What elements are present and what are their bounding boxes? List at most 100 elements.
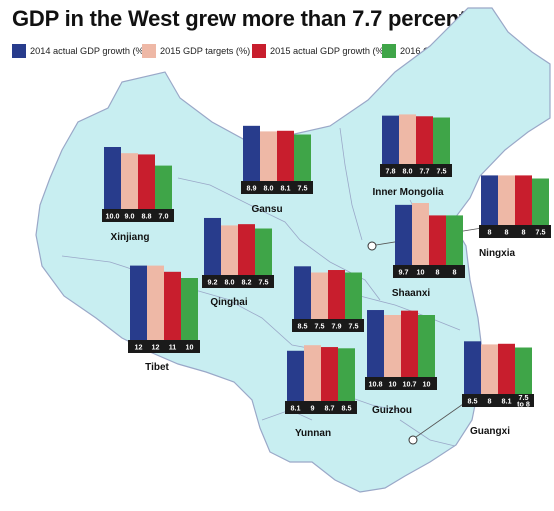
bar-yunnan-2015-actual bbox=[321, 347, 338, 403]
value-label-yunnan-2016-target: 8.5 bbox=[342, 404, 352, 413]
legend-swatch-2015-targets bbox=[142, 44, 156, 58]
bar-group-shaanxi: 9.7 10 8 8 Shaanxi bbox=[392, 203, 465, 299]
bar-shaanxi-2015-target bbox=[412, 203, 429, 267]
value-label-inner-mongolia-2015-target: 8.0 bbox=[403, 167, 413, 176]
ningxia-marker bbox=[367, 241, 377, 251]
value-label-yunnan-2014-actual: 8.1 bbox=[291, 404, 301, 413]
value-label-guangxi-2015-actual: 8.1 bbox=[502, 397, 512, 406]
legend-label-2015-targets: 2015 GDP targets (%) bbox=[160, 46, 251, 56]
value-label-qinghai-2014-actual: 9.2 bbox=[208, 278, 218, 287]
value-label-xinjiang-2016-target: 7.0 bbox=[159, 212, 169, 221]
value-label-sichuan-2015-actual: 7.9 bbox=[332, 322, 342, 331]
value-label-sichuan-2015-target: 7.5 bbox=[315, 322, 325, 331]
value-label-qinghai-2015-actual: 8.2 bbox=[242, 278, 252, 287]
bar-group-guizhou: 10.8 10 10.7 10 Guizhou bbox=[365, 310, 437, 416]
region-bar-groups: 10.0 9.0 8.8 7.0 Xinjiang 8.9 8.0 8.1 7.5 Gansu 7.… bbox=[102, 114, 551, 439]
bar-qinghai-2015-actual bbox=[238, 224, 255, 277]
value-band-ningxia bbox=[479, 225, 551, 238]
bar-qinghai-2016-target bbox=[255, 228, 272, 277]
bar-guangxi-2014-actual bbox=[464, 341, 481, 396]
value-band-qinghai bbox=[202, 275, 274, 288]
region-name-tibet: Tibet bbox=[145, 362, 169, 373]
value-label-guangxi-2015-target: 8 bbox=[488, 397, 492, 406]
bar-group-yunnan: 8.1 9 8.7 8.5 Yunnan bbox=[285, 345, 357, 439]
bar-group-ningxia: 8 8 8 7.5 Ningxia bbox=[479, 175, 551, 259]
bar-inner-mongolia-2015-target bbox=[399, 114, 416, 166]
bar-yunnan-2015-target bbox=[304, 345, 321, 403]
value-band-sichuan bbox=[292, 319, 364, 332]
value-label-inner-mongolia-2014-actual: 7.8 bbox=[386, 167, 396, 176]
region-name-xinjiang: Xinjiang bbox=[111, 232, 150, 243]
value-label-guizhou-2015-target: 10 bbox=[389, 380, 397, 389]
bar-sichuan-2014-actual bbox=[294, 266, 311, 321]
bar-gansu-2016-target bbox=[294, 134, 311, 183]
value-label-xinjiang-2014-actual: 10.0 bbox=[106, 212, 120, 221]
value-label-tibet-2015-target: 12 bbox=[152, 343, 160, 352]
value-label-sichuan-2016-target: 7.5 bbox=[349, 322, 359, 331]
value-label-qinghai-2015-target: 8.0 bbox=[225, 278, 235, 287]
value-label-gansu-2015-target: 8.0 bbox=[264, 184, 274, 193]
value-label-yunnan-2015-actual: 8.7 bbox=[325, 404, 335, 413]
value-label-shaanxi-2016-target: 8 bbox=[453, 268, 457, 277]
bar-gansu-2015-target bbox=[260, 131, 277, 183]
region-name-guangxi: Guangxi bbox=[470, 426, 510, 437]
bar-yunnan-2016-target bbox=[338, 348, 355, 403]
bar-guangxi-2016-target bbox=[515, 347, 532, 396]
bar-sichuan-2015-target bbox=[311, 272, 328, 321]
value-label-yunnan-2015-target: 9 bbox=[311, 404, 315, 413]
legend-item-2015-targets: 2015 GDP targets (%) bbox=[142, 44, 250, 58]
value-label-gansu-2016-target: 7.5 bbox=[298, 184, 308, 193]
value-band-guangxi bbox=[462, 394, 534, 407]
value-label-ningxia-2015-actual: 8 bbox=[522, 228, 526, 237]
legend-swatch-2014-actual bbox=[12, 44, 26, 58]
value-label-ningxia-2014-actual: 8 bbox=[488, 228, 492, 237]
value-band-tibet bbox=[128, 340, 200, 353]
region-name-gansu: Gansu bbox=[251, 204, 282, 215]
value-label-ningxia-2015-target: 8 bbox=[505, 228, 509, 237]
bar-group-qinghai: 9.2 8.0 8.2 7.5 Qinghai bbox=[202, 217, 274, 308]
bar-tibet-2015-actual bbox=[164, 271, 181, 342]
legend-item-2014-actual: 2014 actual GDP growth (%) bbox=[12, 44, 147, 58]
bar-group-guangxi: 8.5 8 8.1 7.5 to 8 Guangxi bbox=[462, 341, 534, 437]
value-label-tibet-2014-actual: 12 bbox=[135, 343, 143, 352]
region-name-ningxia: Ningxia bbox=[479, 248, 516, 259]
bar-tibet-2015-target bbox=[147, 265, 164, 342]
bar-tibet-2016-target bbox=[181, 278, 198, 342]
bar-sichuan-2016-target bbox=[345, 272, 362, 321]
value-label-gansu-2015-actual: 8.1 bbox=[281, 184, 291, 193]
region-name-qinghai: Qinghai bbox=[210, 297, 247, 308]
value-band-shaanxi bbox=[393, 265, 465, 278]
bar-gansu-2014-actual bbox=[243, 125, 260, 183]
value-label-sichuan-2014-actual: 8.5 bbox=[298, 322, 308, 331]
bar-guizhou-2015-target bbox=[384, 315, 401, 379]
bar-inner-mongolia-2014-actual bbox=[382, 115, 399, 166]
bar-xinjiang-2015-target bbox=[121, 153, 138, 211]
value-label-guizhou-2016-target: 10 bbox=[423, 380, 431, 389]
bar-shaanxi-2014-actual bbox=[395, 204, 412, 267]
bar-gansu-2015-actual bbox=[277, 130, 294, 183]
value-label-ningxia-2016-target: 7.5 bbox=[536, 228, 546, 237]
legend-label-2014-actual: 2014 actual GDP growth (%) bbox=[30, 46, 147, 56]
bar-tibet-2014-actual bbox=[130, 265, 147, 342]
bar-guizhou-2014-actual bbox=[367, 310, 384, 379]
value-label-qinghai-2016-target: 7.5 bbox=[259, 278, 269, 287]
value-label-shaanxi-2014-actual: 9.7 bbox=[399, 268, 409, 277]
region-name-guizhou: Guizhou bbox=[372, 405, 412, 416]
bar-shaanxi-2015-actual bbox=[429, 215, 446, 267]
bar-inner-mongolia-2016-target bbox=[433, 117, 450, 166]
value-label-guizhou-2015-actual: 10.7 bbox=[403, 380, 417, 389]
value-band-xinjiang bbox=[102, 209, 174, 222]
value-band-gansu bbox=[241, 181, 313, 194]
region-name-shaanxi: Shaanxi bbox=[392, 288, 431, 299]
bar-ningxia-2015-actual bbox=[515, 175, 532, 227]
value-label-gansu-2014-actual: 8.9 bbox=[247, 184, 257, 193]
legend-item-2015-actual: 2015 actual GDP growth (%) bbox=[252, 44, 387, 58]
value-label-guangxi-2016-target: 7.5 to 8 bbox=[517, 393, 530, 409]
legend-swatch-2015-actual bbox=[252, 44, 266, 58]
value-label-inner-mongolia-2016-target: 7.5 bbox=[437, 167, 447, 176]
bar-guangxi-2015-target bbox=[481, 344, 498, 396]
guangxi-leader-line bbox=[415, 401, 467, 438]
bar-shaanxi-2016-target bbox=[446, 215, 463, 267]
value-band-inner-mongolia bbox=[380, 164, 452, 177]
value-label-guizhou-2014-actual: 10.8 bbox=[369, 380, 383, 389]
